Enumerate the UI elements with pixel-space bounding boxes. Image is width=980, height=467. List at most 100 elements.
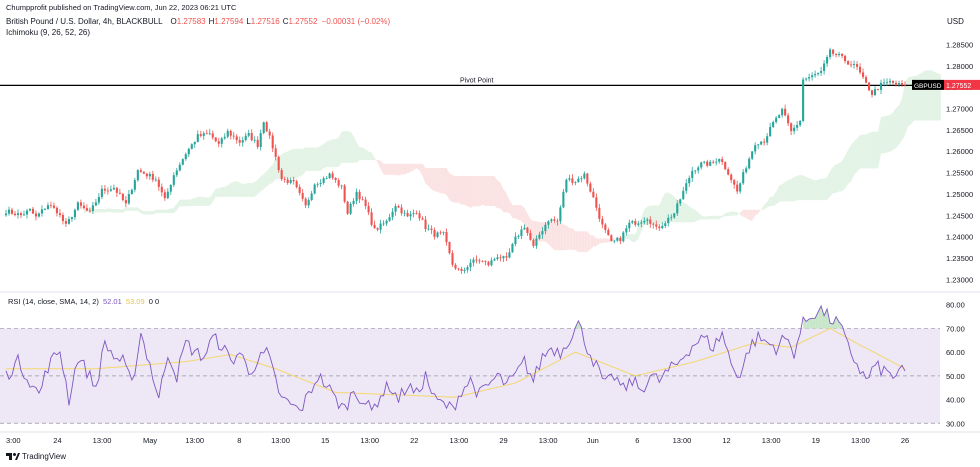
ohlc-c: C1.27552: [282, 17, 318, 26]
kumo-segment: [698, 212, 702, 221]
kumo-segment: [890, 112, 894, 152]
kumo-segment: [848, 145, 852, 185]
kumo-segment: [488, 175, 492, 207]
ohlc-l: L1.27516: [246, 17, 280, 26]
candle: [127, 194, 130, 204]
candle: [157, 179, 160, 187]
kumo-segment: [638, 217, 642, 240]
kumo-segment: [779, 184, 783, 202]
candle: [879, 82, 883, 90]
candle: [49, 205, 52, 207]
kumo-segment: [95, 208, 99, 213]
candle: [52, 205, 55, 208]
candle: [103, 188, 106, 191]
kumo-segment: [919, 71, 923, 121]
candle: [13, 213, 17, 216]
kumo-segment: [155, 209, 159, 214]
rsi-overbought-fill: [824, 308, 828, 329]
candle: [196, 134, 199, 142]
candle: [730, 174, 733, 181]
kumo-segment: [194, 197, 198, 206]
candle: [283, 179, 286, 180]
kumo-segment: [152, 209, 156, 215]
candle: [109, 189, 112, 191]
price-tick: 1.28500: [946, 40, 973, 49]
kumo-segment: [203, 197, 207, 206]
kumo-segment: [119, 209, 123, 213]
candle: [259, 133, 262, 147]
candle: [553, 219, 556, 221]
candle: [457, 268, 460, 270]
kumo-segment: [500, 182, 504, 213]
kumo-segment: [869, 131, 873, 169]
candle: [16, 213, 20, 216]
candle: [277, 156, 280, 171]
kumo-segment: [377, 160, 381, 170]
kumo-segment: [458, 175, 462, 205]
candle: [712, 161, 715, 163]
kumo-segment: [560, 222, 564, 251]
kumo-segment: [236, 181, 240, 197]
time-tick: 13:00: [673, 436, 692, 445]
kumo-segment: [922, 70, 926, 121]
candle: [751, 151, 754, 159]
kumo-segment: [854, 138, 858, 176]
ichimoku-legend[interactable]: Ichimoku (9, 26, 52, 26): [6, 28, 91, 37]
kumo-segment: [686, 203, 690, 223]
candle: [193, 141, 196, 145]
kumo-segment: [665, 192, 669, 223]
candle: [748, 158, 751, 169]
candle: [256, 139, 259, 147]
candle: [637, 223, 640, 225]
candle: [397, 206, 400, 208]
candle: [604, 224, 607, 230]
symbol-title[interactable]: British Pound / U.S. Dollar, 4h, BLACKBU…: [6, 17, 163, 26]
candle: [286, 179, 289, 183]
candle: [766, 136, 769, 143]
candle: [211, 133, 214, 138]
kumo-segment: [770, 196, 774, 207]
candle: [187, 148, 190, 155]
kumo-segment: [692, 208, 696, 223]
price-tick: 1.25000: [946, 190, 973, 199]
kumo-segment: [449, 173, 453, 202]
candles: [4, 47, 907, 274]
kumo-segment: [857, 134, 861, 172]
candle: [718, 159, 721, 162]
rsi-overbought-fill: [830, 323, 834, 329]
kumo-segment: [605, 238, 609, 243]
candle: [763, 141, 766, 143]
kumo-segment: [902, 82, 905, 141]
kumo-segment: [626, 234, 630, 240]
candle: [214, 137, 217, 142]
rsi-overbought-fill: [836, 316, 840, 329]
rsi-legend[interactable]: RSI (14, close, SMA, 14, 2) 52.01 53.09 …: [8, 297, 159, 306]
candle: [85, 208, 88, 211]
candle: [67, 219, 70, 224]
kumo-segment: [359, 147, 363, 161]
candle: [661, 225, 664, 229]
candle: [184, 154, 187, 160]
candle: [466, 267, 469, 270]
kumo-segment: [587, 231, 591, 252]
candle: [817, 72, 820, 75]
price-tick: 1.23500: [946, 254, 973, 263]
kumo-segment: [803, 175, 807, 201]
kumo-segment: [827, 171, 831, 200]
rsi-line: [5, 304, 906, 412]
kumo-segment: [197, 196, 201, 206]
candle: [655, 224, 658, 227]
candle: [541, 231, 544, 235]
kumo-segment: [593, 235, 597, 247]
kumo-segment: [350, 131, 354, 163]
kumo-segment: [422, 163, 426, 184]
kumo-segment: [392, 163, 396, 176]
candle: [870, 90, 874, 95]
candle: [280, 170, 283, 180]
candle: [220, 138, 223, 144]
candle: [364, 199, 367, 207]
candle: [118, 192, 121, 194]
kumo-segment: [407, 163, 411, 174]
candle: [91, 205, 94, 212]
